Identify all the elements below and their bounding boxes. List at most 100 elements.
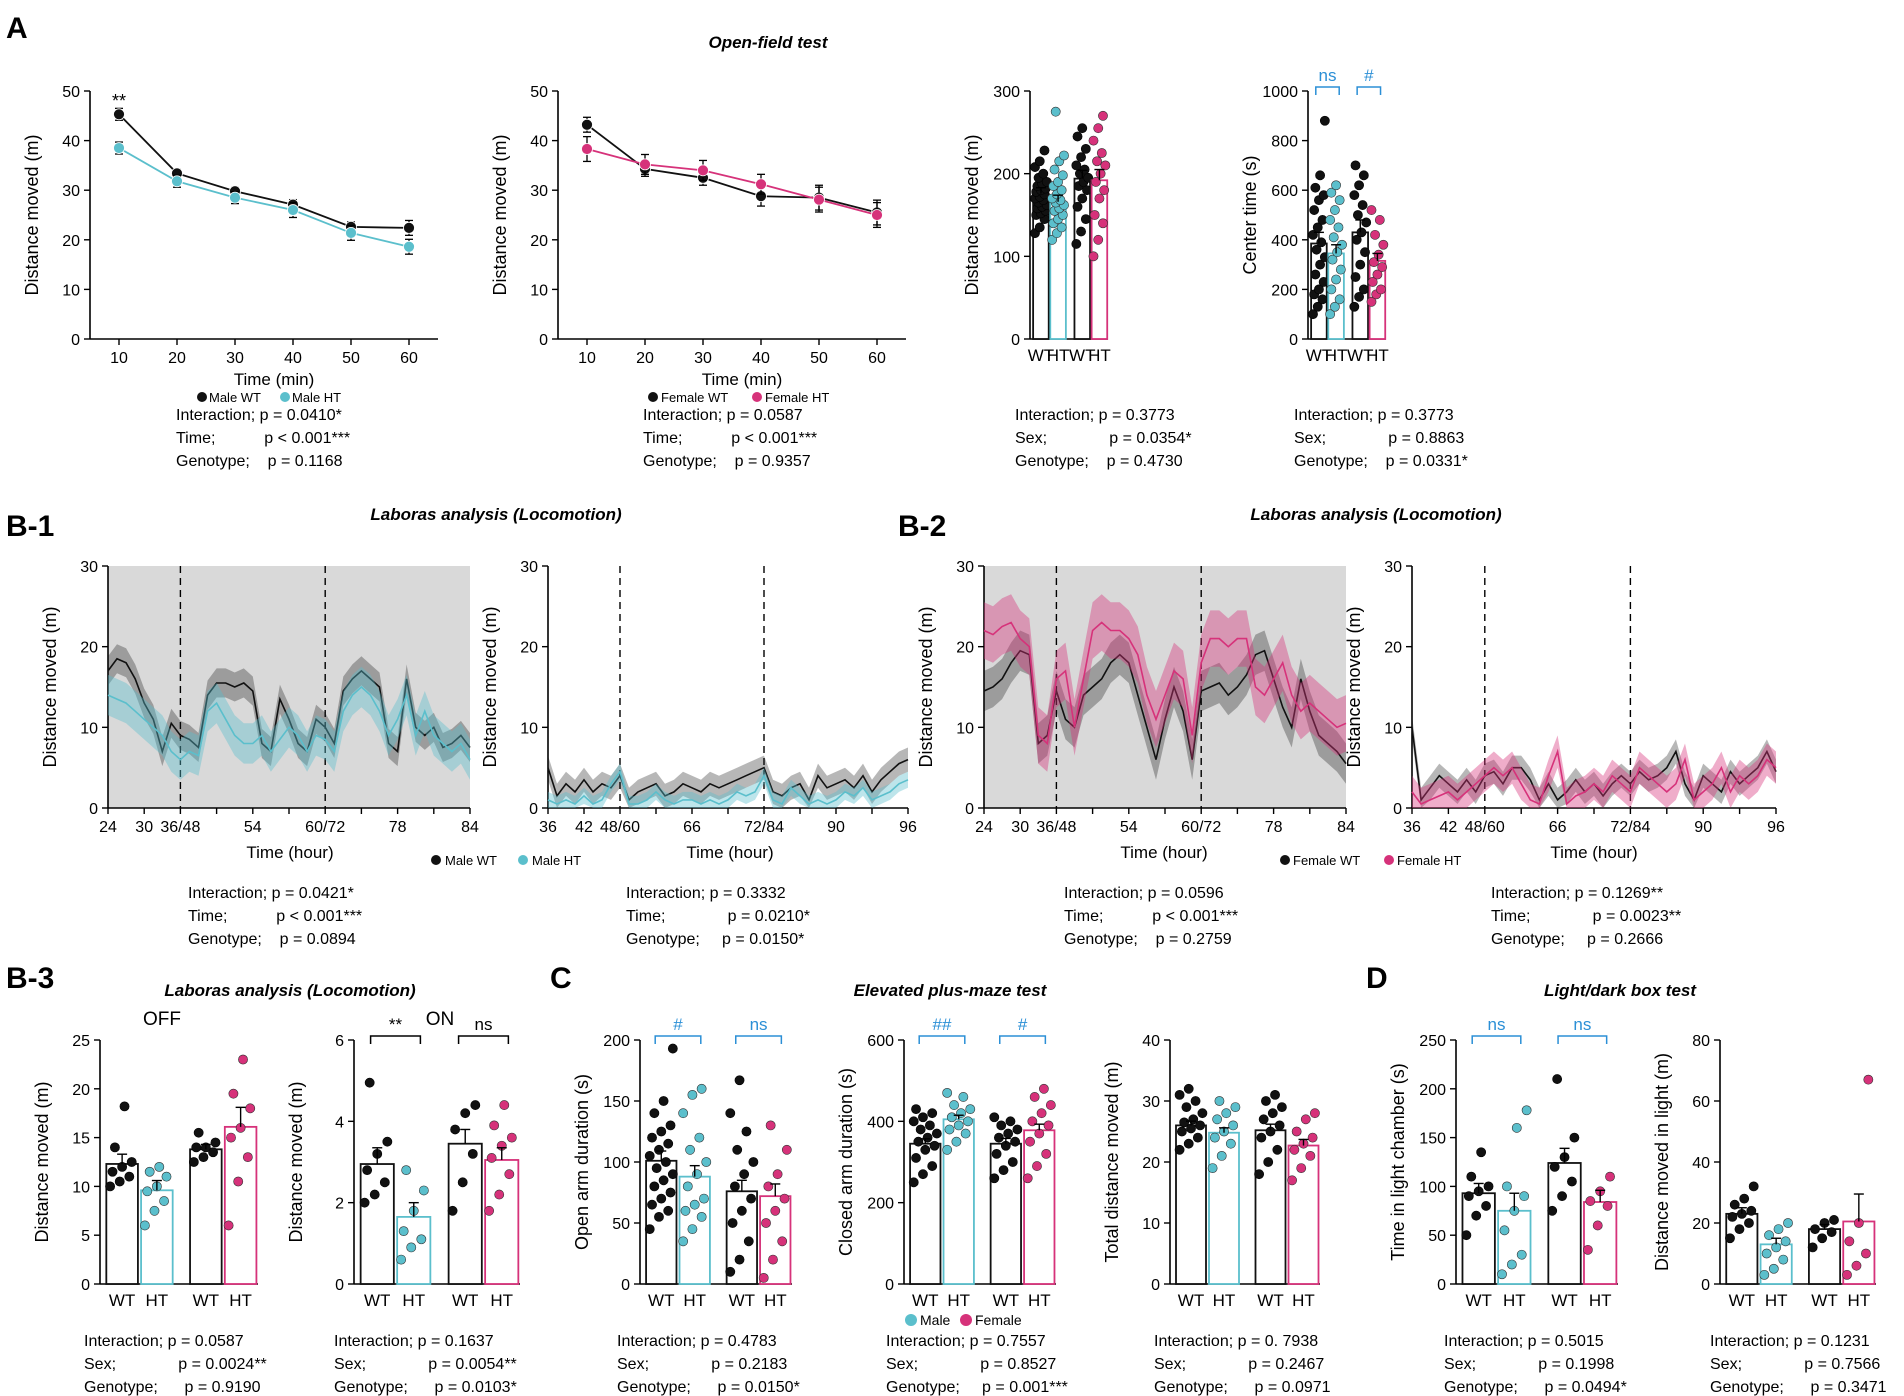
y-axis-label: Distance moved (m) [40,606,60,767]
data-point [765,1120,776,1131]
xaxis-title-b1l: Time (hour) [246,843,333,862]
data-point [1778,1254,1789,1265]
significance-bracket [1471,1035,1522,1044]
data-point [484,1205,495,1216]
data-point [1768,1263,1779,1274]
data-point [998,1165,1009,1176]
y-tick-label: 0 [1151,1277,1160,1294]
data-point [1817,1233,1828,1244]
stat-line: Genotype; p = 0.0331* [1294,453,1468,470]
data-point [457,1177,468,1188]
y-tick-label: 30 [80,559,98,576]
stat-line: Interaction; p = 0.0410* [176,407,342,424]
data-point [1047,234,1058,245]
y-tick-label: 10 [956,720,974,737]
y-tick-label: 2 [335,1196,344,1213]
x-tick-label: 84 [1337,819,1355,836]
data-point [1005,1116,1016,1127]
data-point [1056,222,1067,233]
data-point [687,1090,698,1100]
data-point [1041,1148,1052,1159]
bar [140,1189,174,1285]
data-point [734,1075,745,1086]
data-point [649,1108,660,1119]
data-point [494,1189,505,1200]
y-tick-label: 600 [1271,183,1298,200]
data-point [663,1138,674,1149]
x-tick-label: HT [146,1291,169,1310]
data-point [1188,1114,1199,1125]
data-point [1370,229,1380,240]
data-point [1072,131,1083,142]
legend-marker-female-wt [648,392,658,402]
data-point [1079,164,1090,175]
stat-line: Genotype; p = 0.4730 [1015,453,1183,470]
x-tick-label: 84 [461,819,479,836]
data-point [1352,210,1363,220]
data-point [1032,1161,1042,1171]
x-tick-label: 36/48 [160,819,200,836]
y-axis-label: Time in light chamber (s) [1388,1063,1408,1260]
y-axis-label: Distance moved (m) [916,606,936,767]
legend-marker-female-ht [752,392,762,402]
x-tick-label: 24 [99,819,117,836]
data-point [1088,251,1099,262]
data-point [1461,1230,1472,1241]
dark-phase-shading [108,566,470,808]
data-point [1022,1173,1033,1184]
legend-marker-male-wt [431,855,441,865]
legend-marker-male-ht [280,392,290,402]
x-tick-label: WT [912,1291,938,1310]
chart-d1: 0 50 100 150 200 250 Time in light chamber (s)… [1388,1015,1618,1310]
y-tick-label: 600 [867,1033,894,1050]
data-point [1314,284,1324,295]
y-tick-label: 20 [956,640,974,657]
stat-line: Genotype; p = 0.0894 [188,931,356,948]
y-tick-label: 300 [993,84,1020,101]
y-tick-label: 0 [1289,332,1298,349]
data-point [1212,1114,1223,1125]
stat-line: Time; p < 0.001*** [643,430,817,447]
x-tick-label: 30 [694,350,712,367]
xaxis-title-a1: Time (min) [234,370,315,389]
data-point [1214,1096,1225,1106]
data-point [734,1254,745,1265]
y-tick-label: 80 [1692,1033,1710,1050]
data-point [460,1108,471,1119]
data-point [989,1112,1000,1123]
legend-marker-male [905,1314,917,1326]
y-tick-label: 30 [956,559,974,576]
x-tick-label: 40 [284,350,302,367]
y-tick-label: 200 [867,1196,894,1213]
data-point [1378,239,1389,250]
y-axis-label: Total distance moved (m) [1102,1061,1122,1262]
data-point [1083,172,1094,183]
stat-line: Interaction; p = 0.3773 [1294,407,1454,424]
x-tick-label: HT [1366,346,1389,365]
data-point [506,1132,517,1143]
x-tick-label: 40 [752,350,770,367]
data-point [1358,284,1369,295]
stats-c2: Interaction; p = 0.7557 Sex; p = 0.8527 … [886,1333,1068,1396]
data-point [1305,1151,1316,1161]
x-tick-label: 72/84 [1610,819,1650,836]
data-point [364,1077,375,1088]
data-point [1012,1124,1023,1135]
y-tick-label: 60 [1692,1094,1710,1111]
data-point [486,1153,497,1163]
data-point [379,1177,390,1188]
data-point [1192,1132,1203,1143]
data-point [647,1199,657,1210]
x-tick-label: 10 [578,350,596,367]
data-point [1373,249,1384,260]
data-point [1335,264,1346,275]
data-point [1088,135,1099,146]
data-point [654,1212,664,1222]
data-point [1179,1117,1190,1128]
data-point [1357,200,1368,210]
data-point [944,1124,955,1135]
stats-d1: Interaction; p = 0.5015 Sex; p = 0.1998 … [1444,1333,1627,1396]
data-point [233,1176,244,1187]
stats-a1: Interaction; p = 0.0410* Time; p < 0.001… [176,407,350,470]
